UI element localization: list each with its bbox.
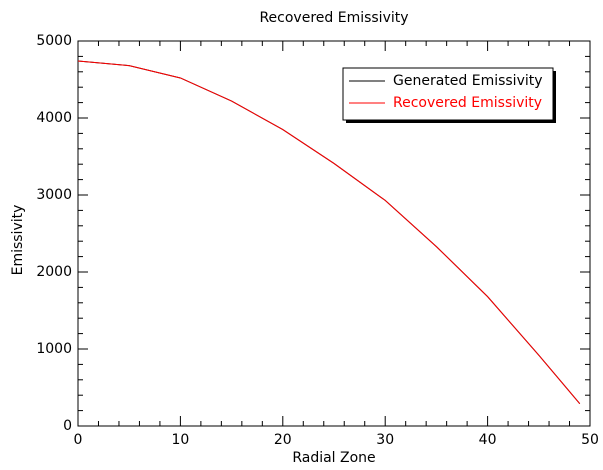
x-tick-label: 30: [376, 432, 394, 448]
plot-frame: [77, 40, 591, 427]
y-tick-label: 2000: [36, 264, 72, 280]
y-tick-label: 3000: [36, 187, 72, 203]
y-tick-label: 5000: [36, 33, 72, 49]
x-tick-label: 10: [171, 432, 189, 448]
y-tick-label: 1000: [36, 341, 72, 357]
y-tick-label: 0: [63, 418, 72, 434]
chart-title: Recovered Emissivity: [259, 10, 408, 26]
series-line: [77, 60, 581, 404]
legend-label: Generated Emissivity: [393, 73, 543, 89]
y-axis-label: Emissivity: [10, 205, 26, 276]
x-tick-label: 40: [479, 432, 497, 448]
legend-label: Recovered Emissivity: [393, 95, 542, 111]
legend-box: [342, 67, 554, 121]
y-tick-label: 4000: [36, 110, 72, 126]
x-axis-label: Radial Zone: [292, 450, 375, 466]
x-tick-label: 0: [74, 432, 83, 448]
x-tick-label: 50: [581, 432, 599, 448]
x-tick-label: 20: [274, 432, 292, 448]
